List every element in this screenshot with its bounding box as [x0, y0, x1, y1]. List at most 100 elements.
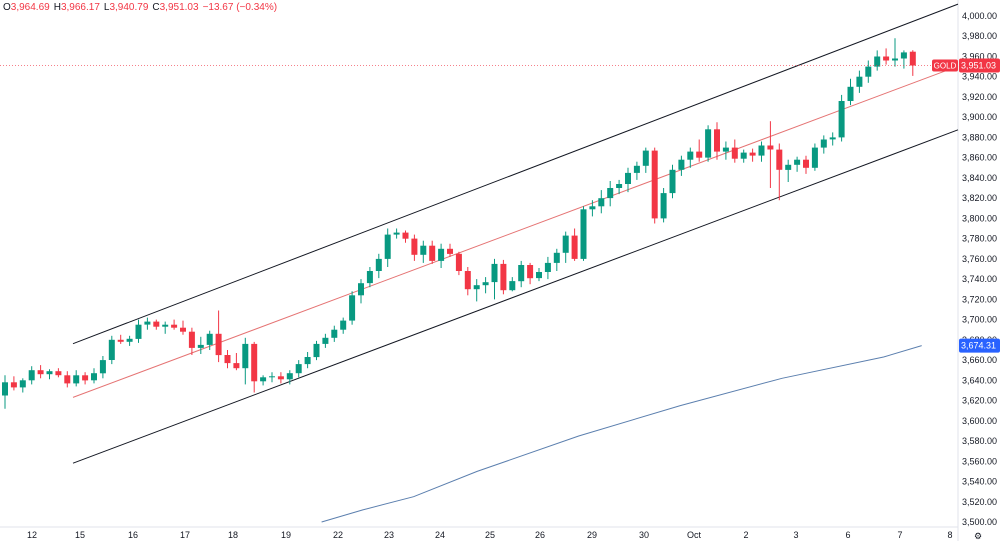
candle-body [393, 232, 400, 235]
candle-body [874, 56, 881, 67]
candle-body [73, 375, 80, 384]
candle-body [19, 380, 26, 388]
candle-body [358, 283, 364, 296]
candle-body [856, 76, 863, 87]
candle-body [785, 164, 792, 170]
candle-body [580, 209, 587, 259]
candle-body [758, 145, 765, 156]
last-price-value: 3,951.03 [961, 61, 996, 71]
y-tick-label: 3,600.00 [962, 416, 997, 426]
candle-body [269, 376, 275, 378]
y-tick-label: 3,560.00 [962, 456, 997, 466]
candle-body [589, 206, 596, 210]
candle-body [313, 343, 320, 358]
y-tick-label: 3,840.00 [962, 173, 997, 183]
candle-body [55, 371, 62, 376]
x-tick-label: 24 [435, 530, 445, 540]
x-tick-label: 15 [75, 530, 85, 540]
candle-body [669, 169, 676, 194]
candle-body [162, 324, 169, 327]
x-tick-label: 7 [897, 530, 902, 540]
x-tick-label: Oct [687, 530, 702, 540]
candle-body [340, 320, 347, 330]
candle-body [562, 235, 569, 253]
x-tick-label: 8 [947, 530, 952, 540]
candle-body [304, 357, 311, 365]
candle-body [509, 281, 516, 291]
candle-body [847, 86, 854, 101]
candle-body [722, 147, 729, 152]
y-tick-label: 3,860.00 [962, 153, 997, 163]
candle-body [188, 331, 195, 348]
candle-body [402, 232, 409, 239]
candle-body [500, 263, 507, 291]
x-tick-label: 23 [384, 530, 394, 540]
candle-body [883, 56, 890, 61]
y-tick-label: 3,580.00 [962, 436, 997, 446]
candle-body [153, 321, 160, 327]
y-tick-label: 3,820.00 [962, 193, 997, 203]
y-tick-label: 4,000.00 [962, 11, 997, 21]
x-tick-label: 18 [228, 530, 238, 540]
candle-body [295, 364, 302, 374]
candle-body [660, 193, 667, 219]
candle-body [429, 245, 436, 261]
candle-body [820, 139, 827, 148]
candle-body [455, 253, 462, 271]
candle-body [117, 339, 124, 342]
candle-body [242, 343, 249, 369]
candle-body [215, 333, 222, 356]
candle-body [224, 355, 231, 364]
y-tick-label: 3,520.00 [962, 497, 997, 507]
y-tick-label: 3,780.00 [962, 234, 997, 244]
candle-body [197, 344, 204, 348]
y-tick-label: 3,660.00 [962, 355, 997, 365]
close-readout: C3,951.03 [152, 2, 199, 13]
ohlc-readout: O3,964.69 H3,966.17 L3,940.79 C3,951.03 … [3, 2, 277, 13]
candle-body [553, 252, 560, 263]
candle-body [126, 338, 133, 342]
candle-body [384, 234, 391, 259]
y-tick-label: 3,980.00 [962, 31, 997, 41]
candle-body [366, 271, 373, 284]
candle-body [322, 337, 329, 344]
y-tick-label: 3,760.00 [962, 254, 997, 264]
symbol-tag [932, 59, 958, 72]
candle-body [482, 282, 489, 286]
candle-body [64, 375, 71, 384]
candle-body [616, 184, 623, 188]
candle-body [233, 363, 240, 369]
y-tick-label: 3,960.00 [962, 51, 997, 61]
y-tick-label: 3,720.00 [962, 294, 997, 304]
candle-body [536, 272, 542, 279]
candle-body [108, 339, 115, 360]
candle-body [180, 327, 186, 332]
candle-body [99, 360, 106, 374]
candle-body [678, 159, 685, 170]
ma-value-tag [959, 338, 1000, 353]
candle-body [28, 370, 35, 381]
candle-body [135, 324, 142, 339]
moving-average-line [321, 345, 922, 523]
candle-body [598, 198, 605, 207]
y-tick-label: 3,880.00 [962, 132, 997, 142]
candle-body [10, 382, 17, 388]
high-readout: H3,966.17 [53, 2, 100, 13]
ma-value: 3,674.31 [961, 341, 996, 351]
candle-body [518, 265, 525, 282]
candle-body [865, 66, 872, 77]
candle-body [633, 165, 640, 173]
y-tick-label: 3,700.00 [962, 315, 997, 325]
settings-gear-icon[interactable]: ⚙ [974, 531, 982, 541]
x-tick-label: 12 [27, 530, 37, 540]
candle-body [464, 271, 471, 290]
candle-body [749, 152, 756, 156]
candle-body [776, 149, 783, 170]
x-tick-label: 16 [128, 530, 138, 540]
candle-body [696, 151, 703, 158]
candle-body [438, 248, 445, 261]
x-tick-label: 2 [743, 530, 748, 540]
candle-body [625, 172, 631, 184]
candle-body [767, 145, 774, 150]
